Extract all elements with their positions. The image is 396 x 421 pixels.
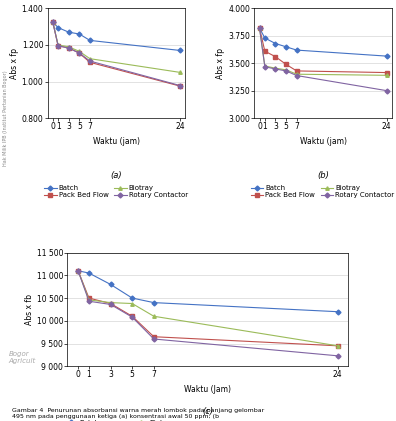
Rotary Contactor [56, 43, 61, 48]
Pack Bed Flow [284, 62, 288, 67]
Pack Bed Flow [67, 45, 71, 50]
Pack Bed Flow [108, 301, 113, 306]
Biotray [273, 66, 278, 71]
Pack Bed Flow [76, 268, 80, 273]
Text: Bogor
Agricult: Bogor Agricult [9, 351, 36, 365]
Batch [77, 32, 82, 37]
Pack Bed Flow [87, 296, 91, 301]
Biotray [56, 43, 61, 48]
Batch [87, 271, 91, 276]
Batch [385, 53, 389, 59]
Biotray [108, 300, 113, 305]
Rotary Contactor [294, 73, 299, 78]
Line: Pack Bed Flow: Pack Bed Flow [76, 269, 339, 348]
Line: Biotray: Biotray [76, 269, 339, 348]
Line: Batch: Batch [51, 20, 182, 52]
Legend: Batch, Pack Bed Flow, Biotray, Rotary Contactor: Batch, Pack Bed Flow, Biotray, Rotary Co… [65, 420, 209, 421]
Rotary Contactor [50, 20, 55, 25]
Biotray [284, 67, 288, 72]
Biotray [76, 268, 80, 273]
Text: Gambar 4  Penurunan absorbansi warna merah lombok pada panjang gelombar
495 nm p: Gambar 4 Penurunan absorbansi warna mera… [12, 408, 264, 419]
Pack Bed Flow [56, 43, 61, 48]
Batch [294, 48, 299, 53]
Legend: Batch, Pack Bed Flow, Biotray, Rotary Contactor: Batch, Pack Bed Flow, Biotray, Rotary Co… [44, 185, 188, 198]
Rotary Contactor [284, 68, 288, 73]
Batch [76, 268, 80, 273]
Pack Bed Flow [385, 70, 389, 75]
Batch [50, 20, 55, 25]
Pack Bed Flow [335, 343, 340, 348]
Batch [263, 35, 267, 40]
Rotary Contactor [108, 302, 113, 307]
Batch [88, 38, 92, 43]
Line: Biotray: Biotray [258, 27, 388, 77]
Pack Bed Flow [294, 68, 299, 73]
Biotray [294, 72, 299, 77]
Line: Pack Bed Flow: Pack Bed Flow [258, 27, 388, 74]
Y-axis label: Abs x fp: Abs x fp [216, 48, 225, 79]
Line: Rotary Contactor: Rotary Contactor [51, 20, 182, 87]
Rotary Contactor [87, 299, 91, 304]
Pack Bed Flow [88, 60, 92, 65]
Pack Bed Flow [263, 49, 267, 54]
Biotray [130, 301, 135, 306]
X-axis label: Waktu (jam): Waktu (jam) [300, 137, 346, 146]
Rotary Contactor [77, 51, 82, 56]
Batch [56, 25, 61, 30]
Batch [335, 309, 340, 314]
Batch [273, 41, 278, 46]
Batch [151, 300, 156, 305]
Text: Hak Milik IPB (Institut Pertanian Bogor): Hak Milik IPB (Institut Pertanian Bogor) [3, 70, 8, 166]
Pack Bed Flow [257, 26, 262, 31]
Biotray [151, 314, 156, 319]
Rotary Contactor [178, 83, 183, 88]
Batch [257, 26, 262, 31]
Y-axis label: Abs x fp: Abs x fp [10, 48, 19, 79]
Biotray [87, 297, 91, 302]
Batch [108, 282, 113, 287]
Line: Rotary Contactor: Rotary Contactor [258, 27, 388, 92]
Pack Bed Flow [178, 83, 183, 88]
Pack Bed Flow [77, 51, 82, 56]
Biotray [77, 49, 82, 54]
X-axis label: Waktu (jam): Waktu (jam) [93, 137, 140, 146]
Batch [130, 296, 135, 301]
Biotray [385, 73, 389, 78]
Line: Batch: Batch [258, 27, 388, 58]
Y-axis label: Abs x fb: Abs x fb [25, 294, 34, 325]
Line: Batch: Batch [76, 269, 339, 314]
Rotary Contactor [151, 336, 156, 341]
Legend: Batch, Pack Bed Flow, Biotray, Rotary Contactor: Batch, Pack Bed Flow, Biotray, Rotary Co… [251, 185, 394, 198]
Biotray [257, 26, 262, 31]
Batch [178, 48, 183, 53]
Line: Pack Bed Flow: Pack Bed Flow [51, 20, 182, 88]
Batch [284, 44, 288, 49]
Pack Bed Flow [273, 54, 278, 59]
Rotary Contactor [335, 353, 340, 358]
Rotary Contactor [273, 67, 278, 72]
Pack Bed Flow [151, 334, 156, 339]
Text: (a): (a) [110, 171, 122, 180]
Batch [67, 29, 71, 35]
Rotary Contactor [263, 64, 267, 69]
Biotray [67, 44, 71, 49]
Rotary Contactor [130, 314, 135, 320]
Pack Bed Flow [130, 314, 135, 319]
Biotray [88, 56, 92, 61]
Biotray [335, 343, 340, 348]
Rotary Contactor [88, 59, 92, 64]
Line: Rotary Contactor: Rotary Contactor [76, 269, 339, 357]
Biotray [50, 20, 55, 25]
Text: (b): (b) [317, 171, 329, 180]
Rotary Contactor [67, 46, 71, 51]
Pack Bed Flow [50, 20, 55, 25]
Rotary Contactor [385, 88, 389, 93]
Rotary Contactor [257, 26, 262, 31]
Rotary Contactor [76, 268, 80, 273]
X-axis label: Waktu (Jam): Waktu (Jam) [185, 385, 231, 394]
Biotray [178, 70, 183, 75]
Biotray [263, 64, 267, 69]
Text: (c): (c) [202, 407, 213, 416]
Line: Biotray: Biotray [51, 20, 182, 74]
